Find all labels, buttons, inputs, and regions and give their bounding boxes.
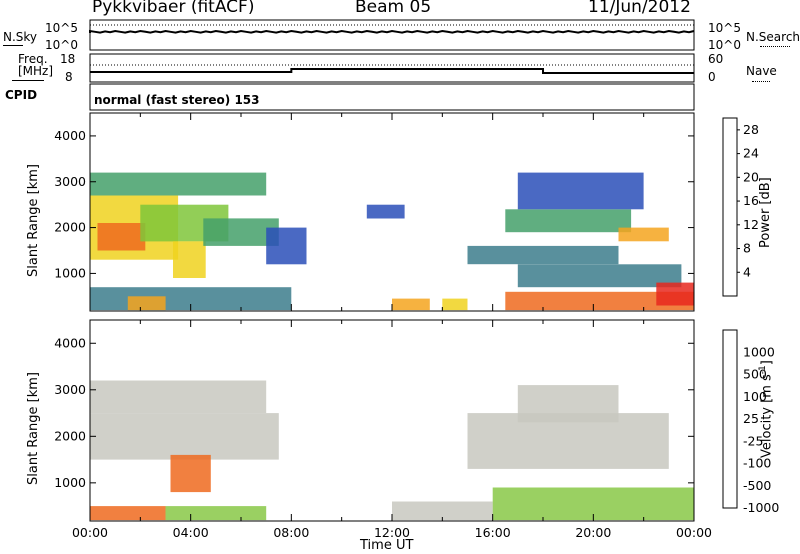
velocity-colorbar-label-7: -1000 [743, 500, 779, 515]
velocity-region-2 [170, 454, 211, 493]
power-colorbar-label-3: 16 [743, 193, 759, 208]
beam-title: Beam 05 [355, 0, 432, 17]
nsky-trace [89, 29, 695, 34]
power-colorbar-frame [722, 117, 738, 297]
velocity-region-0 [90, 380, 267, 414]
nsky-panel-frame [89, 19, 695, 51]
freq-tick-bottom: 8 [65, 70, 73, 84]
power-region-11 [442, 298, 468, 311]
nsearch-line [760, 46, 790, 47]
cpid-value: normal (fast stereo) 153 [94, 93, 260, 107]
power-region-18 [656, 282, 695, 306]
velocity-region-8 [517, 385, 619, 423]
power-region-10 [392, 298, 430, 311]
velocity-region-1 [90, 413, 279, 460]
power-region-2 [97, 223, 146, 251]
freq-label: Freq. [18, 52, 48, 66]
nsky-tick-top: 10^5 [45, 21, 78, 35]
power-region-17 [618, 227, 669, 242]
power-ytick-label-0: 1000 [54, 265, 86, 280]
velocity-colorbar-frame [722, 329, 738, 509]
nave-tick-bottom: 0 [708, 70, 716, 84]
velocity-colorbar-label-3: 25 [743, 411, 759, 426]
freq-line [12, 80, 44, 81]
velocity-region-4 [165, 506, 267, 521]
nsearch-tick-top: 10^5 [708, 21, 741, 35]
power-colorbar-label-6: 28 [743, 122, 759, 137]
nave-label: Nave [746, 64, 777, 78]
x-tick-label-1: 04:00 [173, 525, 209, 540]
velocity-region-6 [467, 413, 669, 469]
velocity-colorbar-label-0: 1000 [743, 344, 775, 359]
power-region-14 [517, 172, 644, 210]
freq-trace [90, 68, 694, 74]
date-title: 11/Jun/2012 [588, 0, 691, 17]
nsky-tick-bottom: 10^0 [45, 38, 78, 52]
power-region-16 [505, 291, 695, 311]
x-tick-label-6: 00:00 [676, 525, 712, 540]
nsearch-tick-bottom: 10^0 [708, 38, 741, 52]
power-colorbar-label-5: 24 [743, 146, 759, 161]
velocity-colorbar-label-1: 500 [743, 367, 767, 382]
nave-tick-top: 60 [708, 52, 724, 66]
velocity-region-5 [392, 501, 493, 521]
velocity-colorbar-label-5: -100 [743, 456, 771, 471]
power-region-0 [90, 172, 267, 196]
velocity-colorbar-label-4: -25 [743, 433, 763, 448]
power-colorbar-label-2: 12 [743, 217, 759, 232]
velocity-region-3 [90, 506, 166, 521]
power-region-4 [173, 241, 206, 278]
velocity-colorbar-label-6: -500 [743, 478, 771, 493]
freq-tick-top: 18 [60, 52, 76, 66]
velocity-ytick-label-2: 3000 [54, 382, 86, 397]
power-ytick-label-1: 2000 [54, 220, 86, 235]
velocity-ytick-label-1: 2000 [54, 428, 86, 443]
x-axis-title: Time UT [360, 538, 414, 553]
x-tick-label-4: 16:00 [475, 525, 511, 540]
velocity-ytick-label-3: 4000 [54, 335, 86, 350]
velocity-colorbar-label-2: 100 [743, 389, 767, 404]
power-region-9 [366, 204, 405, 219]
x-tick-label-3: 12:00 [374, 525, 410, 540]
cpid-panel-frame [89, 83, 695, 111]
power-region-15 [517, 264, 682, 288]
x-tick-label-0: 00:00 [72, 525, 108, 540]
nave-line [752, 81, 770, 82]
x-tick-label-2: 08:00 [273, 525, 309, 540]
power-ytick-label-2: 3000 [54, 174, 86, 189]
freq-panel-frame [89, 53, 695, 83]
freq-unit-label: [MHz] [18, 64, 54, 78]
x-tick-label-5: 20:00 [575, 525, 611, 540]
nsky-label: N.Sky [3, 30, 38, 44]
radar-title: Pykkvibaer (fitACF) [92, 0, 255, 17]
power-region-8 [127, 296, 166, 311]
nsky-line [3, 45, 23, 46]
power-region-6 [266, 227, 307, 265]
nsearch-label: N.Search [746, 30, 800, 44]
cpid-label: CPID [5, 88, 38, 102]
power-region-13 [505, 209, 632, 233]
power-colorbar-label-1: 8 [743, 241, 751, 256]
power-colorbar-label-0: 4 [743, 264, 751, 279]
power-region-12 [467, 245, 619, 265]
power-ytick-label-3: 4000 [54, 128, 86, 143]
power-colorbar-label-4: 20 [743, 169, 759, 184]
velocity-ytick-label-0: 1000 [54, 475, 86, 490]
